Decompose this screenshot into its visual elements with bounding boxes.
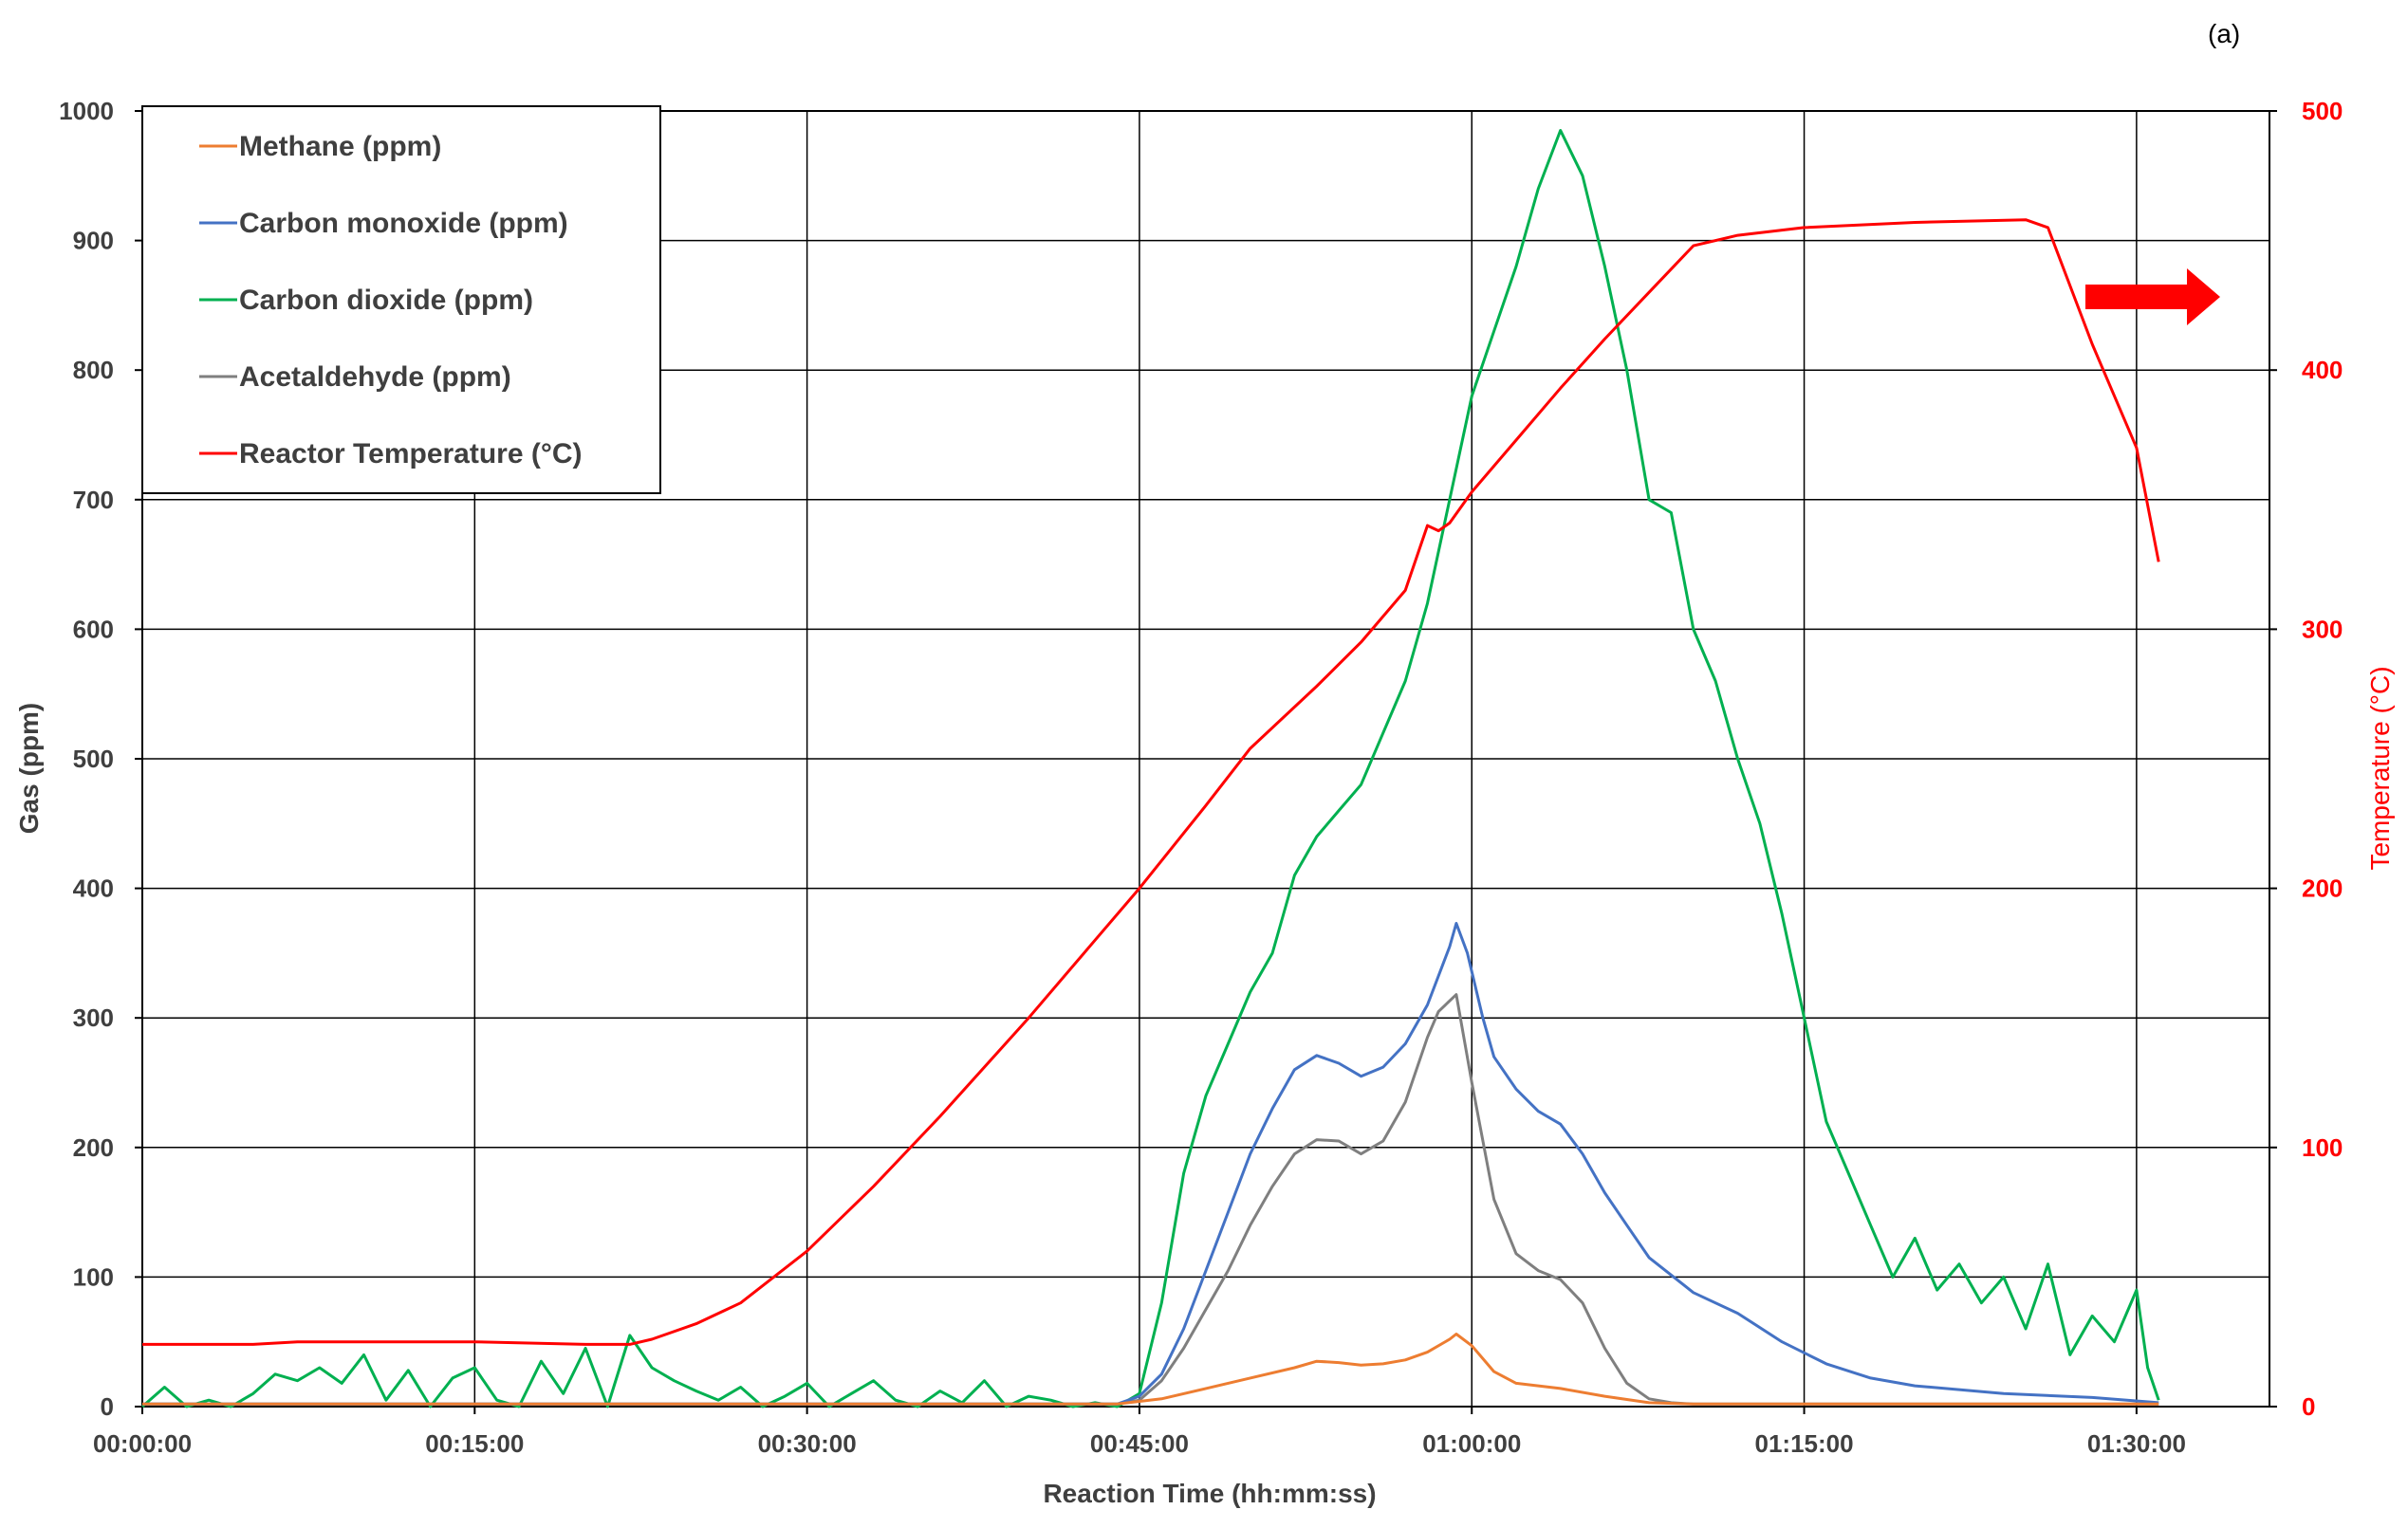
x-tick-label: 00:15:00 — [425, 1429, 524, 1458]
right-arrow-icon — [2085, 268, 2220, 325]
legend-items: Methane (ppm) Carbon monoxide (ppm) Carbon… — [199, 131, 583, 469]
x-tick-label: 00:30:00 — [758, 1429, 857, 1458]
x-tick-label: 01:00:00 — [1422, 1429, 1521, 1458]
y-tick-label: 900 — [73, 227, 114, 255]
y2-tick-label: 300 — [2302, 615, 2343, 643]
y-tick-label: 400 — [73, 874, 114, 903]
x-axis-title: Reaction Time (hh:mm:ss) — [1043, 1479, 1376, 1508]
y-tick-label: 100 — [73, 1262, 114, 1291]
legend-label-reactor-temperature-c: Reactor Temperature (°C) — [239, 438, 583, 469]
legend-label-carbon-monoxide-ppm: Carbon monoxide (ppm) — [239, 208, 568, 239]
y-tick-label: 300 — [73, 1003, 114, 1032]
y2-axis-title: Temperature (°C) — [2365, 666, 2395, 870]
y-tick-label: 500 — [73, 745, 114, 773]
y2-tick-label: 0 — [2302, 1392, 2315, 1421]
y-tick-label: 800 — [73, 356, 114, 384]
legend: Methane (ppm) Carbon monoxide (ppm) Carbon… — [141, 105, 661, 494]
y2-tick-label: 100 — [2302, 1133, 2343, 1162]
x-tick-label: 01:15:00 — [1755, 1429, 1854, 1458]
series-line-carbon-monoxide-ppm — [142, 922, 2159, 1406]
y2-tick-label: 200 — [2302, 874, 2343, 903]
series-line-carbon-dioxide-ppm — [141, 129, 2160, 1408]
series-line-reactor-temperature-c — [142, 218, 2160, 1346]
y-tick-label: 0 — [101, 1392, 114, 1421]
y-axis-title: Gas (ppm) — [14, 703, 44, 834]
y-tick-label: 700 — [73, 486, 114, 514]
series-group — [141, 129, 2160, 1408]
x-tick-label: 00:45:00 — [1090, 1429, 1189, 1458]
y-tick-label: 200 — [73, 1133, 114, 1162]
y-tick-label: 600 — [73, 615, 114, 643]
panel-label: (a) — [2208, 19, 2240, 48]
legend-label-methane-ppm: Methane (ppm) — [239, 131, 441, 162]
right-axis-ticks: 0 100 200 300 400 500 — [2269, 97, 2343, 1421]
legend-label-carbon-dioxide-ppm: Carbon dioxide (ppm) — [239, 285, 533, 316]
legend-label-acetaldehyde-ppm: Acetaldehyde (ppm) — [239, 361, 511, 393]
y2-tick-label: 500 — [2302, 97, 2343, 125]
left-axis-ticks: 0 100 200 300 400 500 600 700 800 900 1000 — [59, 97, 142, 1421]
x-tick-label: 00:00:00 — [93, 1429, 192, 1458]
x-axis-ticks: 00:00:00 00:15:00 00:30:00 00:45:00 01:00:00… — [93, 1407, 2186, 1458]
y-tick-label: 1000 — [59, 97, 114, 125]
x-tick-label: 01:30:00 — [2087, 1429, 2186, 1458]
series-line-acetaldehyde-ppm — [142, 993, 2159, 1406]
series-line-methane-ppm — [142, 1333, 2159, 1406]
y2-tick-label: 400 — [2302, 356, 2343, 384]
